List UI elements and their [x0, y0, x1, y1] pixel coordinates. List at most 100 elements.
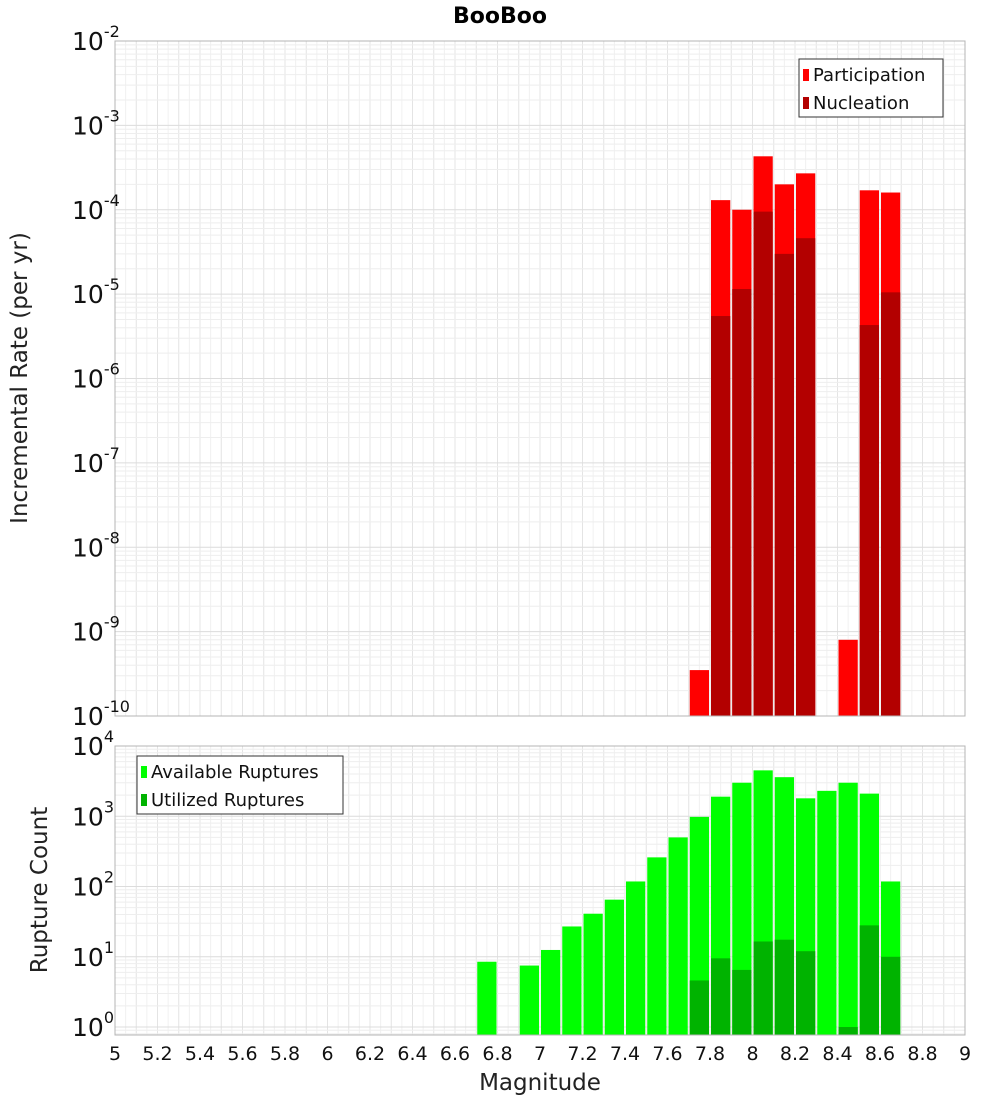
bar [838, 1027, 858, 1035]
bar [838, 639, 858, 716]
bar [796, 951, 816, 1035]
series-nucleation [711, 211, 901, 716]
x-tick-label: 7.8 [695, 1043, 725, 1065]
x-tick-label: 6.8 [482, 1043, 512, 1065]
bar [774, 939, 794, 1035]
series-utilized-ruptures [689, 925, 901, 1035]
x-tick-label: 6.2 [355, 1043, 385, 1065]
y-tick-base: 10 [72, 280, 104, 309]
y-tick-exponent: 0 [104, 1008, 114, 1027]
y-tick-base: 10 [72, 802, 104, 831]
legend-swatch [141, 794, 147, 806]
x-tick-label: 6 [321, 1043, 333, 1065]
bar [711, 316, 731, 716]
y-tick-base: 10 [72, 618, 104, 647]
y-tick-label: 10-2 [72, 22, 120, 56]
legend-swatch [141, 766, 147, 778]
y-tick-base: 10 [72, 732, 104, 761]
x-tick-label: 7.4 [610, 1043, 640, 1065]
y-tick-label: 10-4 [72, 191, 120, 225]
bar [477, 961, 497, 1035]
bar [711, 958, 731, 1035]
x-axis-label: Magnitude [479, 1070, 601, 1096]
bar [881, 956, 901, 1035]
plot-frame [114, 745, 966, 1036]
bar [626, 881, 646, 1035]
bar [753, 941, 773, 1035]
chart-title: BooBoo [453, 4, 547, 29]
y-tick-exponent: -7 [104, 444, 120, 463]
y-tick-label: 101 [72, 938, 114, 972]
legend: Available Ruptures Utilized Ruptures [136, 755, 344, 815]
bar [732, 289, 752, 716]
bar [647, 857, 667, 1035]
bar [774, 253, 794, 716]
y-tick-exponent: -9 [104, 613, 120, 632]
bar [541, 949, 561, 1035]
legend: Participation Nucleation [798, 58, 944, 118]
legend-label: Participation [813, 65, 925, 86]
y-tick-exponent: -6 [104, 360, 120, 379]
y-tick-exponent: -5 [104, 275, 120, 294]
y-axis-label: Rupture Count [27, 807, 53, 973]
y-tick-base: 10 [72, 1013, 104, 1042]
y-axis-label: Incremental Rate (per yr) [7, 232, 33, 524]
y-tick-exponent: 3 [104, 797, 114, 816]
bar [817, 790, 837, 1035]
x-tick-label: 5 [109, 1043, 121, 1065]
x-tick-label: 8.2 [780, 1043, 810, 1065]
x-tick-label: 5.2 [142, 1043, 172, 1065]
y-tick-base: 10 [72, 111, 104, 140]
bar [562, 926, 582, 1035]
bar [859, 925, 879, 1035]
bar [668, 837, 688, 1035]
bar [583, 913, 603, 1035]
y-tick-label: 10-3 [72, 106, 120, 140]
bar [753, 211, 773, 716]
x-tick-label: 8.8 [907, 1043, 937, 1065]
x-tick-label: 8.6 [865, 1043, 895, 1065]
bar [519, 965, 539, 1035]
bar [689, 980, 709, 1035]
y-tick-base: 10 [72, 449, 104, 478]
bar [689, 670, 709, 716]
bar [838, 782, 858, 1035]
x-tick-label: 6.6 [440, 1043, 470, 1065]
y-tick-label: 103 [72, 797, 114, 831]
x-tick-label: 7.2 [567, 1043, 597, 1065]
bar [604, 899, 624, 1035]
y-tick-label: 10-10 [72, 697, 130, 731]
bar [859, 325, 879, 716]
bar [796, 238, 816, 716]
x-tick-label: 7 [534, 1043, 546, 1065]
x-tick-label: 6.4 [397, 1043, 427, 1065]
y-tick-label: 10-7 [72, 444, 120, 478]
y-tick-label: 102 [72, 868, 114, 902]
y-tick-exponent: -4 [104, 191, 120, 210]
y-tick-label: 100 [72, 1008, 114, 1042]
legend-box [136, 755, 344, 815]
y-tick-exponent: -10 [104, 697, 130, 716]
x-tick-label: 5.4 [185, 1043, 215, 1065]
x-tick-label: 9 [959, 1043, 971, 1065]
x-tick-label: 5.8 [270, 1043, 300, 1065]
y-axis: 10-210-310-410-510-610-710-810-910-10 [72, 22, 130, 731]
y-tick-label: 10-9 [72, 613, 120, 647]
y-tick-label: 104 [72, 727, 114, 761]
y-tick-base: 10 [72, 196, 104, 225]
y-tick-exponent: 1 [104, 938, 114, 957]
plot-frame [114, 40, 966, 717]
y-tick-exponent: 2 [104, 868, 114, 887]
legend-swatch [803, 97, 809, 109]
legend-label: Utilized Ruptures [151, 790, 304, 811]
y-tick-exponent: -2 [104, 22, 120, 41]
x-tick-label: 5.6 [227, 1043, 257, 1065]
y-tick-base: 10 [72, 873, 104, 902]
y-tick-label: 10-8 [72, 528, 120, 562]
y-tick-base: 10 [72, 943, 104, 972]
y-tick-base: 10 [72, 702, 104, 731]
x-tick-label: 8.4 [822, 1043, 852, 1065]
